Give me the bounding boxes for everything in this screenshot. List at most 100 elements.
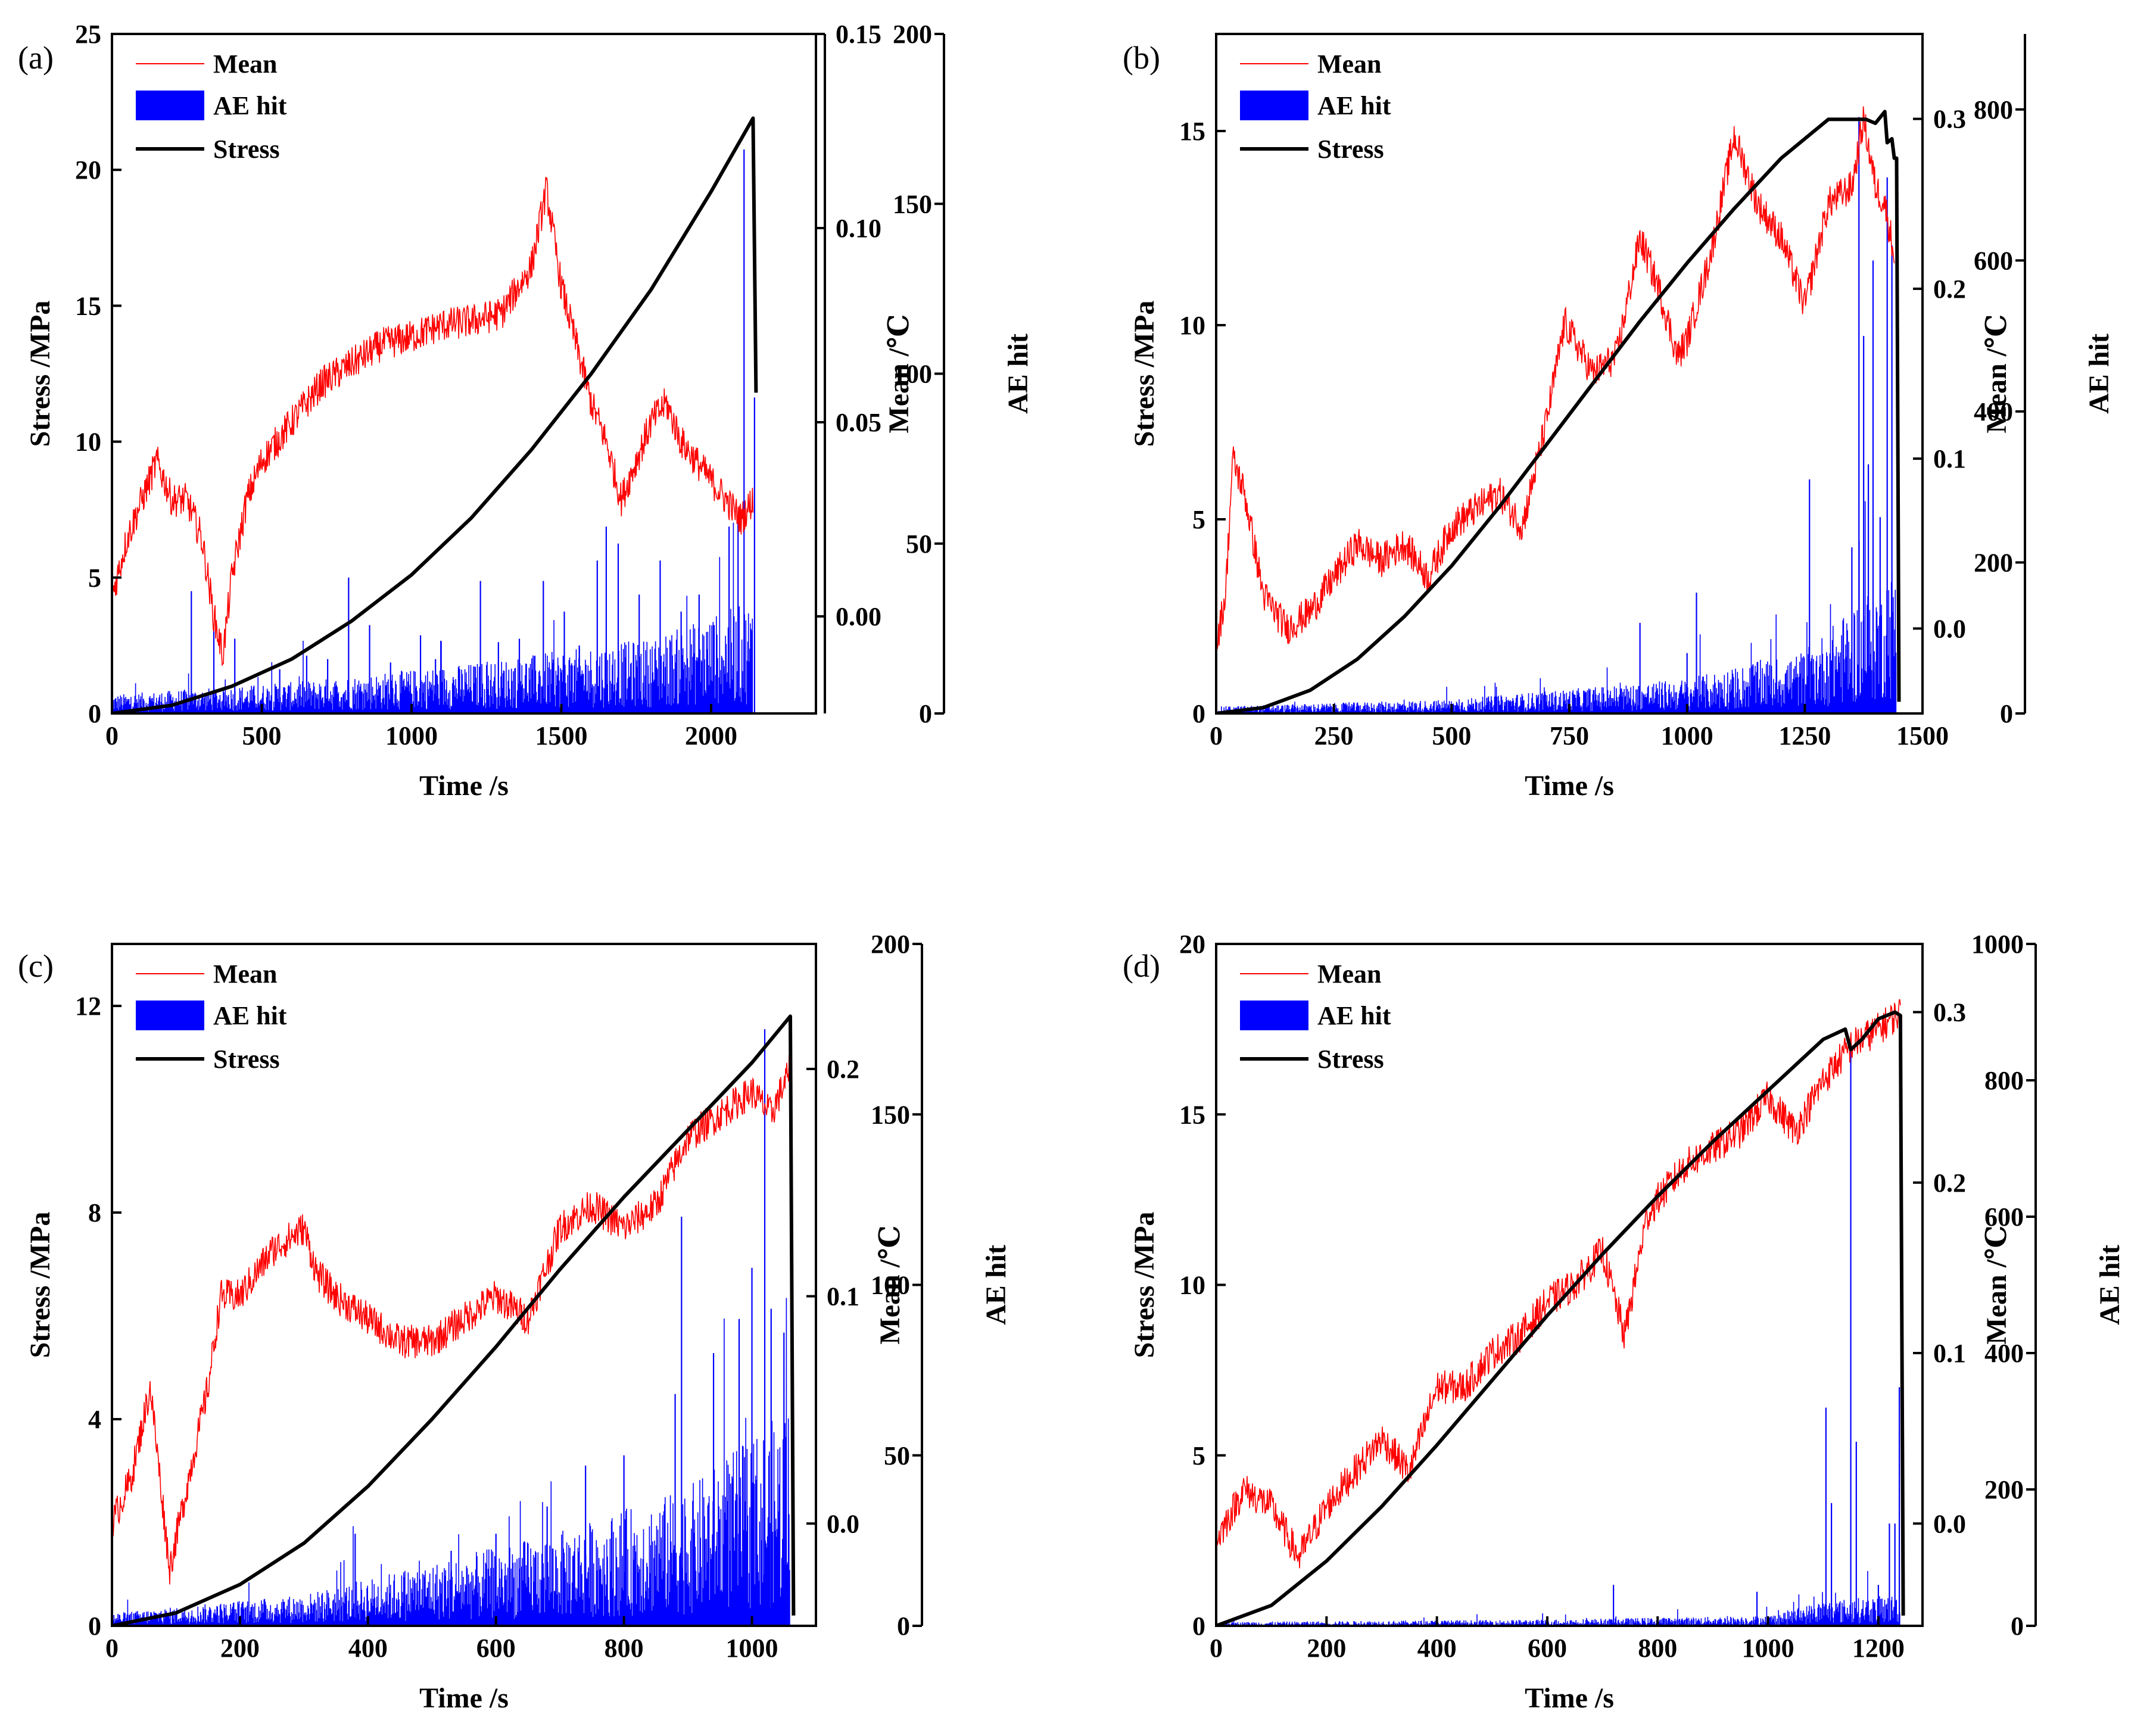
ae-tick-label: 0 (897, 1612, 910, 1641)
ae-tick-label: 200 (893, 20, 932, 49)
y-axis-label-mean: Mean /℃ (874, 1225, 906, 1344)
legend: Mean AE hit Stress (1240, 959, 1391, 1074)
x-tick-label: 800 (605, 1634, 644, 1663)
mean-tick-label: 0.3 (1933, 998, 1966, 1027)
y-tick-label: 8 (88, 1198, 101, 1227)
y-axis-label-ae: AE hit (980, 1245, 1012, 1325)
legend: Mean AE hit Stress (136, 49, 287, 164)
ae-tick-label: 400 (1974, 397, 2013, 426)
mean-tick-label: 0.1 (827, 1282, 859, 1311)
ae-tick-label: 800 (1974, 95, 2013, 124)
ae-tick-label: 150 (871, 1100, 910, 1129)
x-axis: 0 250 500 750 1000 1250 1500 Time /s (1210, 704, 1949, 802)
panel-label: (b) (1123, 40, 1160, 76)
x-tick-label: 500 (242, 721, 281, 750)
y-axis-label-mean: Mean /℃ (1981, 314, 2012, 433)
y-tick-label: 10 (1179, 1271, 1205, 1300)
legend-stress-label: Stress (213, 1045, 280, 1074)
y-axis-ae: 0 200 400 600 800 1000 AE hit (1971, 930, 2126, 1641)
x-axis-label: Time /s (1525, 770, 1614, 802)
x-axis-label: Time /s (419, 1682, 509, 1714)
ae-hit-bars (1216, 1571, 1900, 1626)
legend-mean-label: Mean (1317, 959, 1382, 989)
stress-line (112, 116, 758, 713)
legend-stress-label: Stress (1317, 1045, 1384, 1074)
y-axis-mean: 0.00 0.05 0.10 0.15 Mean /℃ (815, 20, 915, 713)
y-tick-label: 0 (88, 1612, 101, 1641)
ae-hit-series (1216, 1046, 1900, 1626)
mean-line (1216, 999, 1901, 1569)
y-tick-label: 5 (88, 563, 101, 593)
y-axis-stress: 0 4 8 12 Stress /MPa (24, 992, 121, 1641)
y-tick-label: 10 (75, 428, 101, 457)
y-tick-label: 15 (1179, 117, 1205, 146)
y-axis-ae: 0 50 100 150 200 AE hit (893, 20, 1034, 728)
ae-tick-label: 50 (884, 1441, 910, 1470)
x-tick-label: 1250 (1778, 721, 1831, 750)
y-axis-mean: 0.0 0.1 0.2 Mean /℃ (806, 944, 906, 1626)
x-tick-label: 1000 (1742, 1634, 1794, 1663)
x-tick-label: 0 (1210, 1634, 1223, 1663)
x-tick-label: 1000 (726, 1634, 778, 1663)
y-axis-label-mean: Mean /℃ (883, 314, 915, 433)
x-axis: 0 200 400 600 800 1000 Time /s (105, 1616, 778, 1714)
x-tick-label: 2000 (685, 721, 737, 750)
x-tick-label: 200 (220, 1634, 260, 1663)
x-tick-label: 250 (1314, 721, 1354, 750)
y-axis-label-stress: Stress /MPa (24, 301, 56, 447)
y-tick-label: 15 (75, 291, 101, 320)
y-tick-label: 5 (1192, 1441, 1205, 1470)
ae-tick-label: 600 (1974, 246, 2013, 275)
mean-tick-label: 0.10 (836, 214, 881, 243)
panel-d: 0 200 400 600 800 1000 1200 Time /s 0 5 10 15 20 Stre… (1123, 930, 2126, 1714)
ae-tick-label: 200 (871, 930, 910, 959)
x-tick-label: 200 (1307, 1634, 1346, 1663)
y-tick-label: 0 (1192, 699, 1205, 728)
y-tick-label: 20 (75, 155, 101, 185)
ae-hit-bars (112, 522, 753, 713)
legend-stress-label: Stress (1317, 135, 1384, 164)
x-tick-label: 500 (1432, 721, 1471, 750)
ae-tick-label: 100 (893, 360, 932, 389)
legend-mean-label: Mean (1317, 49, 1382, 79)
x-tick-label: 750 (1550, 721, 1589, 750)
mean-line (1216, 106, 1895, 650)
legend-mean-label: Mean (213, 959, 278, 989)
y-tick-label: 15 (1179, 1100, 1205, 1129)
x-tick-label: 600 (1528, 1634, 1567, 1663)
panel-label: (a) (18, 40, 54, 76)
x-tick-label: 0 (105, 721, 119, 750)
mean-tick-label: 0.1 (1933, 1339, 1966, 1368)
x-tick-label: 400 (1417, 1634, 1457, 1663)
mean-tick-label: 0.2 (1933, 275, 1966, 304)
x-tick-label: 800 (1638, 1634, 1677, 1663)
ae-tick-label: 200 (1984, 1475, 2024, 1504)
y-tick-label: 5 (1192, 505, 1205, 534)
mean-series (112, 177, 754, 666)
ae-tick-label: 200 (1974, 548, 2013, 577)
y-axis-ae: 0 200 400 600 800 AE hit (1974, 34, 2115, 728)
legend-mean-label: Mean (213, 49, 278, 79)
y-axis-label-ae: AE hit (2083, 334, 2115, 414)
legend: Mean AE hit Stress (136, 959, 287, 1074)
ae-hit-bars (112, 1298, 790, 1626)
mean-series (1216, 999, 1901, 1569)
legend-ae-swatch (136, 1001, 204, 1030)
legend-stress-label: Stress (213, 135, 280, 164)
x-axis: 0 500 1000 1500 2000 Time /s (105, 704, 737, 802)
x-tick-label: 0 (105, 1634, 119, 1663)
y-tick-label: 4 (88, 1405, 101, 1434)
y-axis-stress: 0 5 10 15 20 Stress /MPa (1129, 930, 1226, 1641)
x-axis: 0 200 400 600 800 1000 1200 Time /s (1210, 1616, 1905, 1714)
x-tick-label: 1500 (535, 721, 587, 750)
mean-tick-label: 0.05 (836, 408, 881, 437)
legend-ae-swatch (1240, 1001, 1308, 1030)
x-tick-label: 1200 (1852, 1634, 1905, 1663)
ae-tick-label: 0 (2000, 699, 2013, 728)
mean-series (1216, 106, 1895, 650)
legend-ae-label: AE hit (213, 1001, 287, 1030)
mean-tick-label: 0.1 (1933, 444, 1966, 473)
